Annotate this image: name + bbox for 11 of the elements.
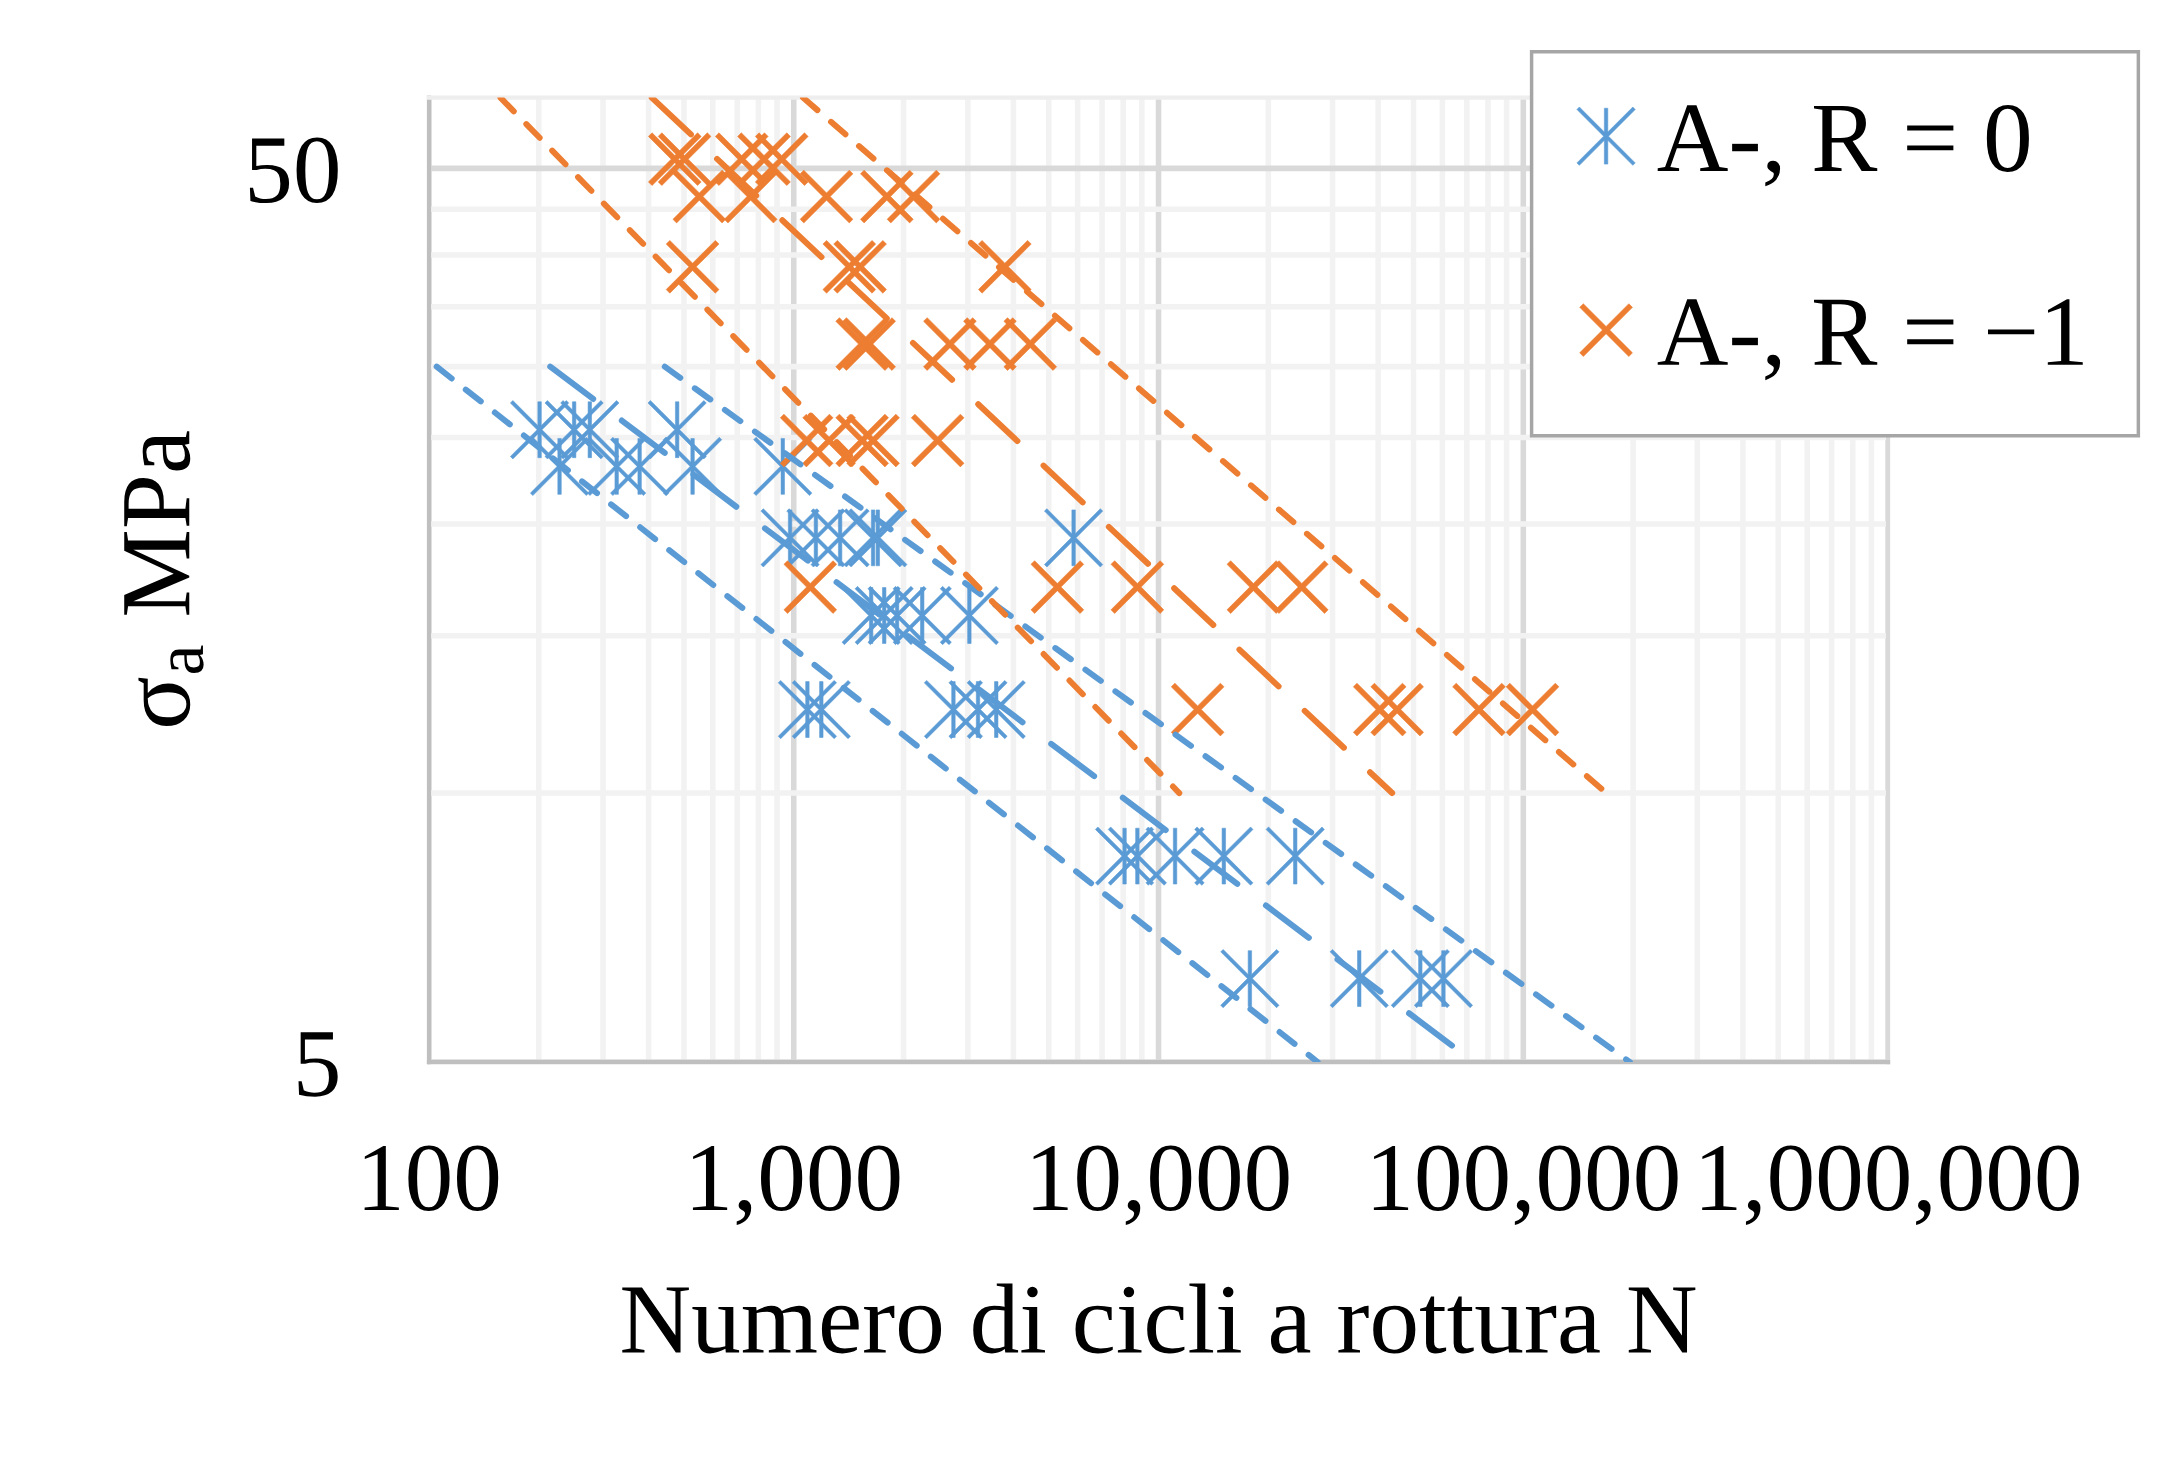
x-axis-title: Numero di cicli a rottura N (622, 1283, 1696, 1354)
x-tick-label: 1,000 (692, 1145, 900, 1226)
legend-label: A-, R = −1 (1657, 299, 2083, 381)
x-tick-label: 100,000 (1373, 1145, 1678, 1226)
legend-label: A-, R = 0 (1657, 104, 2029, 187)
x-tick-label: 100 (364, 1145, 499, 1212)
y-tick-label: 5 (298, 1032, 338, 1097)
x-tick-label: 1,000,000 (1702, 1145, 2079, 1226)
x-tick-label: 10,000 (1033, 1145, 1289, 1226)
y-tick-label: 50 (249, 137, 338, 204)
y-axis-title: σ$_{a}$ MPa (124, 431, 204, 727)
